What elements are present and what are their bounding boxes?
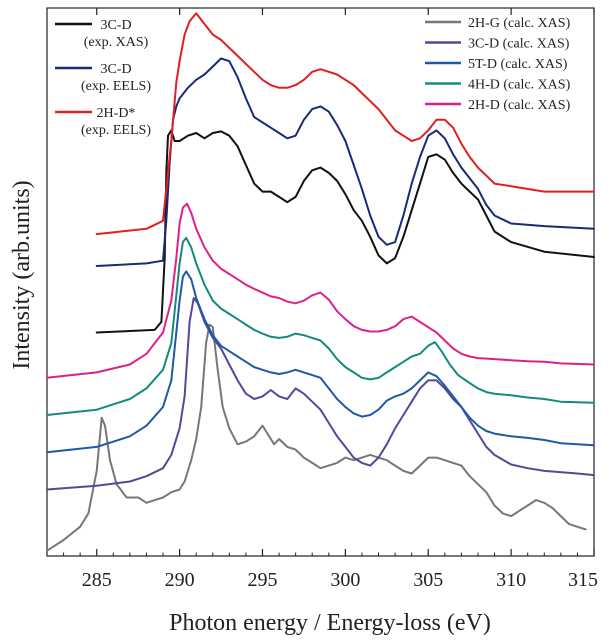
series-layer bbox=[46, 12, 595, 552]
x-tick-label: 290 bbox=[165, 569, 195, 591]
series-line-4h-d-calc-xas bbox=[46, 236, 595, 416]
plot-frame bbox=[46, 7, 595, 557]
x-tick-label: 305 bbox=[413, 569, 443, 591]
legend-label: 2H-D* bbox=[97, 106, 136, 121]
x-tick-label: 300 bbox=[330, 569, 360, 591]
legend-right: 2H-G (calc. XAS) 3C-D (calc. XAS) 5T-D (ca… bbox=[425, 16, 571, 113]
series-line-5t-d-calc-xas bbox=[46, 270, 595, 454]
y-axis-label: Intensity (arb.units) bbox=[9, 180, 35, 369]
series-line-2h-d-exp-eels bbox=[95, 12, 595, 236]
legend-label: 4H-D (calc. XAS) bbox=[468, 78, 571, 93]
series-line-2h-d-calc-xas bbox=[46, 202, 595, 379]
x-tick-label: 315 bbox=[568, 569, 598, 591]
legend-label: (exp. XAS) bbox=[84, 35, 149, 50]
legend-label: 3C-D bbox=[100, 62, 131, 77]
legend-label: 3C-D bbox=[100, 18, 131, 33]
series-line-3c-d-exp-eels bbox=[95, 57, 595, 267]
legend-left: 3C-D (exp. XAS) 3C-D (exp. EELS) 2H-D* (exp. … bbox=[55, 18, 151, 138]
legend-label: (exp. EELS) bbox=[81, 79, 151, 94]
legend-label: 2H-G (calc. XAS) bbox=[468, 16, 571, 31]
legend-label: (exp. EELS) bbox=[81, 123, 151, 138]
legend-label: 5T-D (calc. XAS) bbox=[468, 57, 568, 72]
series-line-2h-g-calc-xas bbox=[46, 323, 587, 552]
x-axis: 285 290 295 300 305 310 315 bbox=[63, 8, 598, 591]
x-tick-label: 310 bbox=[496, 569, 526, 591]
series-line-3c-d-exp-xas bbox=[95, 129, 595, 334]
series-line-3c-d-calc-xas bbox=[46, 297, 595, 491]
x-tick-label: 285 bbox=[82, 569, 112, 591]
legend-label: 3C-D (calc. XAS) bbox=[468, 37, 570, 52]
x-tick-label: 295 bbox=[247, 569, 277, 591]
x-axis-label: Photon energy / Energy-loss (eV) bbox=[169, 610, 491, 636]
legend-label: 2H-D (calc. XAS) bbox=[468, 98, 571, 113]
